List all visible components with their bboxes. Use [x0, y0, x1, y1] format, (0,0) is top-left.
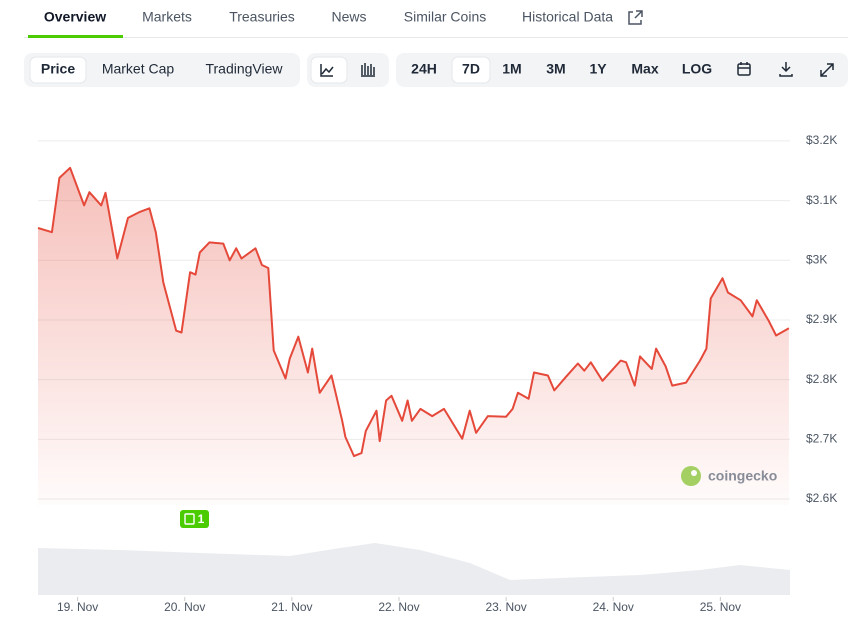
- x-tick-label: 21. Nov: [271, 600, 312, 614]
- x-tick-label: 23. Nov: [485, 600, 526, 614]
- news-badge[interactable]: 1: [180, 510, 209, 528]
- range-button[interactable]: 3M: [546, 61, 565, 77]
- volume-band: [38, 543, 790, 595]
- x-tick-label: 19. Nov: [57, 600, 98, 614]
- calendar-icon[interactable]: [737, 62, 751, 76]
- tab[interactable]: News: [331, 9, 366, 25]
- tab[interactable]: Historical Data: [522, 9, 613, 25]
- line-icon: [320, 64, 334, 77]
- active-tab-indicator: [28, 35, 123, 38]
- area-fill: [38, 167, 789, 506]
- view-button[interactable]: TradingView: [205, 61, 283, 77]
- range-button[interactable]: LOG: [682, 61, 712, 77]
- y-tick-label: $3K: [806, 252, 827, 266]
- x-tick-label: 25. Nov: [700, 600, 741, 614]
- price-line: [37, 166, 790, 458]
- view-group: [24, 53, 300, 87]
- candle-icon[interactable]: [361, 63, 375, 77]
- tab[interactable]: Similar Coins: [404, 9, 486, 25]
- y-tick-label: $2.8K: [806, 372, 837, 386]
- x-tick-label: 20. Nov: [164, 600, 205, 614]
- y-tick-label: $2.9K: [806, 312, 837, 326]
- y-tick-label: $3.1K: [806, 193, 837, 207]
- news-count: 1: [198, 512, 205, 526]
- view-button[interactable]: Market Cap: [102, 61, 175, 77]
- y-tick-label: $3.2K: [806, 133, 837, 147]
- price-chart: $2.6K $2.7K $2.8K $2.9K $3K $3.1K $3.2K 19. Nov…: [37, 133, 837, 614]
- x-tick-label: 22. Nov: [378, 600, 419, 614]
- tab-bar: Overview Markets Treasuries News Similar…: [24, 9, 848, 38]
- tab[interactable]: Overview: [44, 9, 106, 25]
- tab[interactable]: Markets: [142, 9, 192, 25]
- view-button[interactable]: Price: [41, 61, 75, 77]
- x-tick-label: 24. Nov: [593, 600, 634, 614]
- watermark: coingecko: [681, 466, 777, 486]
- y-tick-label: $2.6K: [806, 491, 837, 505]
- range-button[interactable]: 1Y: [589, 61, 607, 77]
- fullscreen-icon[interactable]: [820, 63, 834, 77]
- external-link-icon: [628, 10, 643, 25]
- range-button[interactable]: 7D: [462, 61, 480, 77]
- active-range: [451, 56, 491, 84]
- line-style-button[interactable]: [310, 56, 348, 84]
- download-icon[interactable]: [779, 62, 793, 77]
- y-tick-label: $2.7K: [806, 432, 837, 446]
- tab[interactable]: Treasuries: [229, 9, 295, 25]
- active-view: [29, 56, 87, 84]
- toolbar: Price Market Cap TradingView 24H 7D 1M 3…: [24, 53, 848, 87]
- range-button[interactable]: 1M: [502, 61, 521, 77]
- watermark-text: coingecko: [708, 468, 777, 484]
- range-group: [396, 53, 848, 87]
- range-button[interactable]: 24H: [411, 61, 437, 77]
- range-button[interactable]: Max: [631, 61, 658, 77]
